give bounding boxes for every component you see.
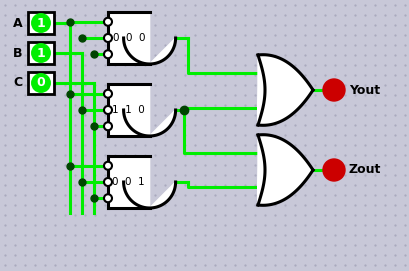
Circle shape [104,90,112,98]
Bar [108,12,149,64]
Circle shape [104,50,112,58]
Text: 0: 0 [36,76,45,89]
Bar [28,12,54,34]
Circle shape [104,194,112,202]
Text: 1  1  0: 1 1 0 [112,105,145,115]
Text: Yout: Yout [348,83,379,96]
Polygon shape [123,156,175,208]
Circle shape [31,14,50,32]
Text: A: A [13,17,23,30]
Text: 0  0  1: 0 0 1 [112,177,145,187]
Circle shape [104,122,112,130]
Circle shape [104,162,112,170]
Circle shape [104,106,112,114]
Text: 0  0  0: 0 0 0 [112,33,145,43]
Circle shape [104,178,112,186]
Circle shape [104,18,112,26]
Text: C: C [13,76,22,89]
Circle shape [31,74,50,92]
Circle shape [322,159,344,181]
Text: Zout: Zout [348,163,380,176]
Text: 1: 1 [36,17,45,30]
Circle shape [31,44,50,62]
Polygon shape [123,12,175,64]
Text: B: B [13,47,22,60]
Circle shape [104,34,112,42]
Polygon shape [257,55,312,125]
Text: 1: 1 [36,47,45,60]
Bar [108,84,149,136]
Polygon shape [257,135,312,205]
Bar [28,42,54,64]
Circle shape [322,79,344,101]
Polygon shape [123,84,175,136]
Bar [108,156,149,208]
Bar [28,72,54,94]
